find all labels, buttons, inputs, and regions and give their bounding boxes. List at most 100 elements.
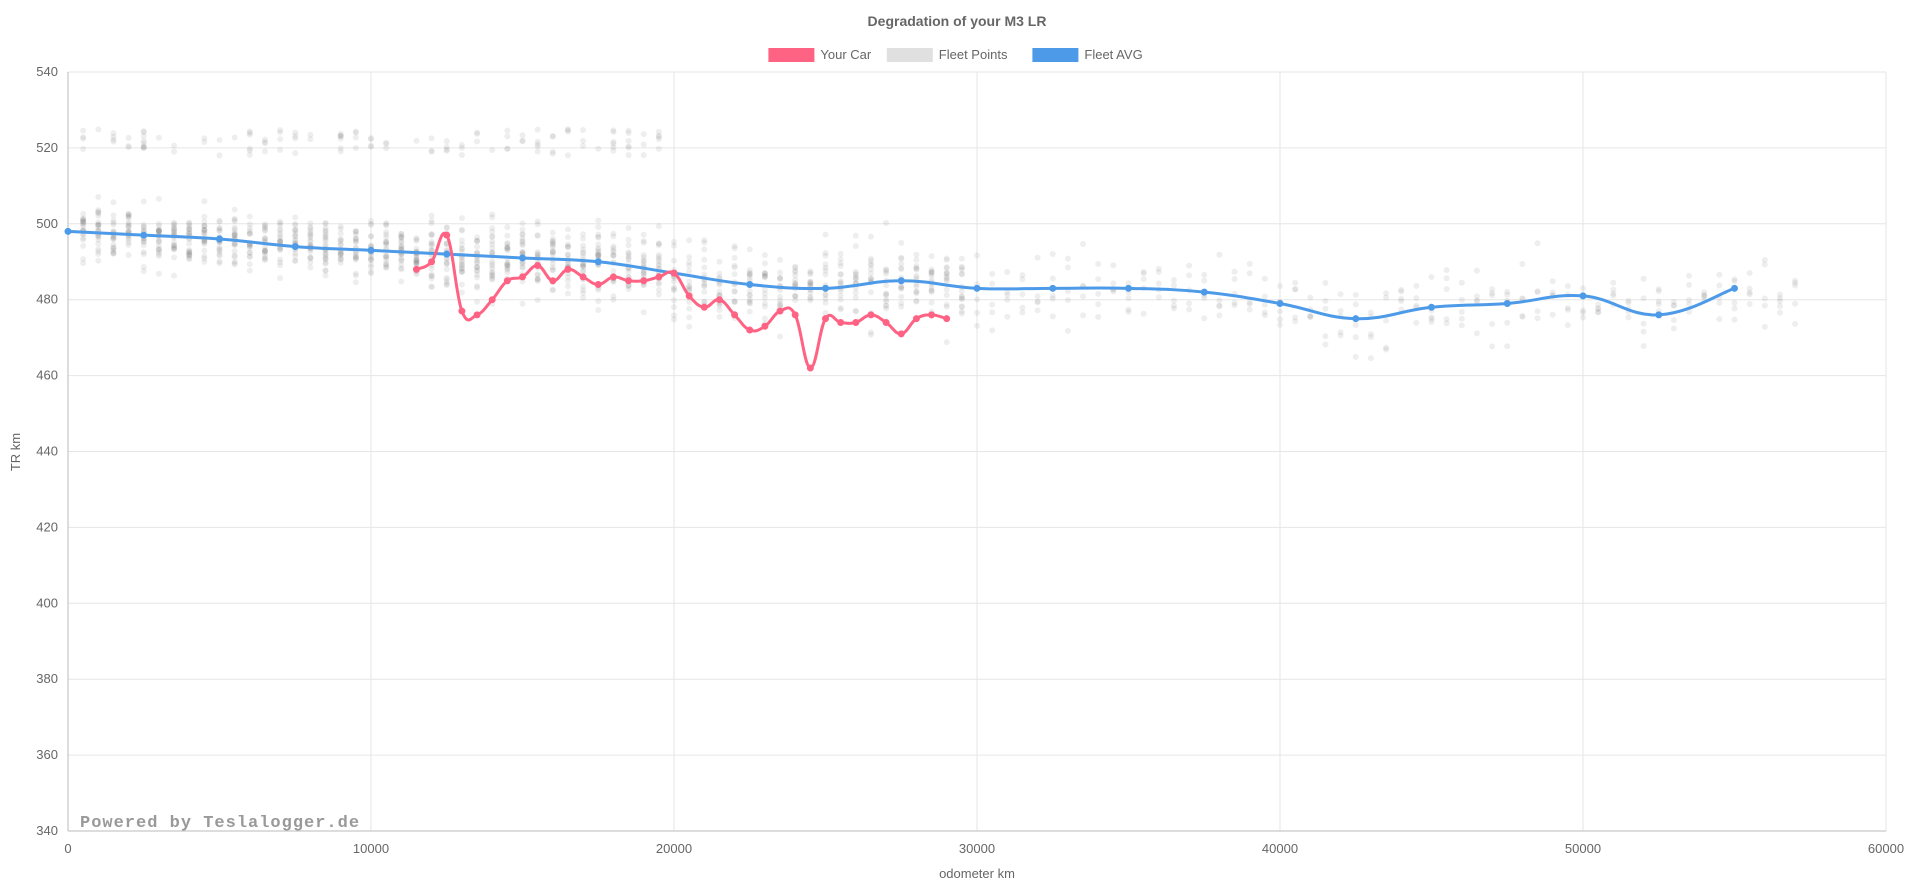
your-car-point[interactable] [943,315,951,323]
your-car-point[interactable] [473,311,481,319]
fleet-point [322,252,329,259]
your-car-point[interactable] [412,265,420,273]
your-car-point[interactable] [867,311,875,319]
legend-item-your-car[interactable]: Your Car [768,47,872,62]
fleet-point [458,265,465,272]
fleet-point [322,254,329,261]
your-car-point[interactable] [791,311,799,319]
your-car-point[interactable] [625,277,633,285]
fleet-avg-point[interactable] [291,243,299,251]
fleet-avg-point[interactable] [367,246,375,254]
fleet-avg-point[interactable] [1125,284,1132,292]
fleet-point [580,246,587,253]
fleet-avg-point[interactable] [140,231,148,239]
your-car-point[interactable] [640,277,648,285]
fleet-point [655,281,662,288]
fleet-avg-point[interactable] [64,227,72,235]
fleet-point [277,226,284,233]
your-car-point[interactable] [428,258,436,266]
fleet-avg-point[interactable] [746,281,754,289]
your-car-point[interactable] [897,330,905,338]
fleet-avg-point[interactable] [1049,284,1057,292]
fleet-point [1595,306,1602,313]
fleet-point [595,224,602,231]
fleet-point [155,238,162,245]
fleet-point [777,275,784,282]
fleet-point [201,227,208,234]
fleet-avg-point[interactable] [1352,315,1360,323]
legend-item-fleet-avg[interactable]: Fleet AVG [1032,47,1143,62]
your-car-point[interactable] [503,277,511,285]
fleet-point [1292,286,1299,293]
fleet-point [140,132,147,139]
your-car-point[interactable] [685,292,693,300]
fleet-point [292,150,299,157]
fleet-avg-point[interactable] [822,284,829,292]
your-car-point[interactable] [837,318,845,326]
fleet-point [1307,314,1314,321]
fleet-point [368,135,374,142]
your-car-point[interactable] [806,364,814,372]
fleet-point [1004,292,1011,299]
fleet-avg-point[interactable] [973,284,981,292]
fleet-point [1610,290,1617,297]
fleet-point [80,234,87,241]
your-car-point[interactable] [443,231,451,239]
fleet-point [504,245,511,252]
fleet-point [474,263,481,270]
fleet-avg-point[interactable] [1276,299,1284,307]
chart-legend[interactable]: Your Car Fleet Points Fleet AVG [768,47,1143,62]
fleet-point [504,260,511,267]
your-car-point[interactable] [715,296,723,304]
your-car-point[interactable] [670,269,678,277]
your-car-point[interactable] [761,322,769,330]
y-tick-label: 540 [36,64,58,79]
fleet-point [1428,319,1435,326]
fleet-point [1792,282,1799,289]
your-car-point[interactable] [609,273,617,281]
fleet-point [625,130,632,137]
fleet-point [186,224,193,231]
your-car-point[interactable] [655,273,663,281]
your-car-point[interactable] [822,315,829,323]
fleet-point [201,229,208,236]
your-car-point[interactable] [776,307,784,315]
fleet-avg-point[interactable] [897,277,905,285]
your-car-point[interactable] [564,265,572,273]
your-car-point[interactable] [488,296,496,304]
fleet-point [504,262,511,269]
fleet-avg-point[interactable] [1655,311,1663,319]
your-car-point[interactable] [852,318,860,326]
fleet-avg-point[interactable] [1579,292,1587,300]
your-car-point[interactable] [534,262,542,270]
fleet-point [595,231,602,238]
your-car-point[interactable] [458,307,466,315]
fleet-avg-point[interactable] [594,258,602,266]
fleet-point [595,298,602,305]
your-car-point[interactable] [882,318,890,326]
your-car-point[interactable] [912,315,920,323]
legend-item-fleet-points[interactable]: Fleet Points [886,47,1008,62]
fleet-avg-point[interactable] [1503,299,1511,307]
fleet-avg-point[interactable] [216,235,223,243]
your-car-point[interactable] [519,273,526,281]
your-car-point[interactable] [700,303,708,311]
your-car-point[interactable] [731,311,739,319]
fleet-point [898,285,905,292]
fleet-point [337,236,344,243]
fleet-point [216,225,223,232]
your-car-point[interactable] [746,326,754,334]
your-car-point[interactable] [594,281,602,289]
your-car-point[interactable] [928,311,936,319]
fleet-avg-point[interactable] [1731,284,1738,292]
fleet-point [958,303,965,310]
fleet-point [428,275,435,282]
fleet-point [186,226,193,233]
fleet-avg-point[interactable] [519,254,526,262]
fleet-avg-point[interactable] [443,250,451,258]
fleet-point [731,243,738,250]
your-car-point[interactable] [579,273,587,281]
fleet-avg-point[interactable] [1200,288,1208,296]
fleet-avg-point[interactable] [1428,303,1435,311]
your-car-point[interactable] [549,277,557,285]
